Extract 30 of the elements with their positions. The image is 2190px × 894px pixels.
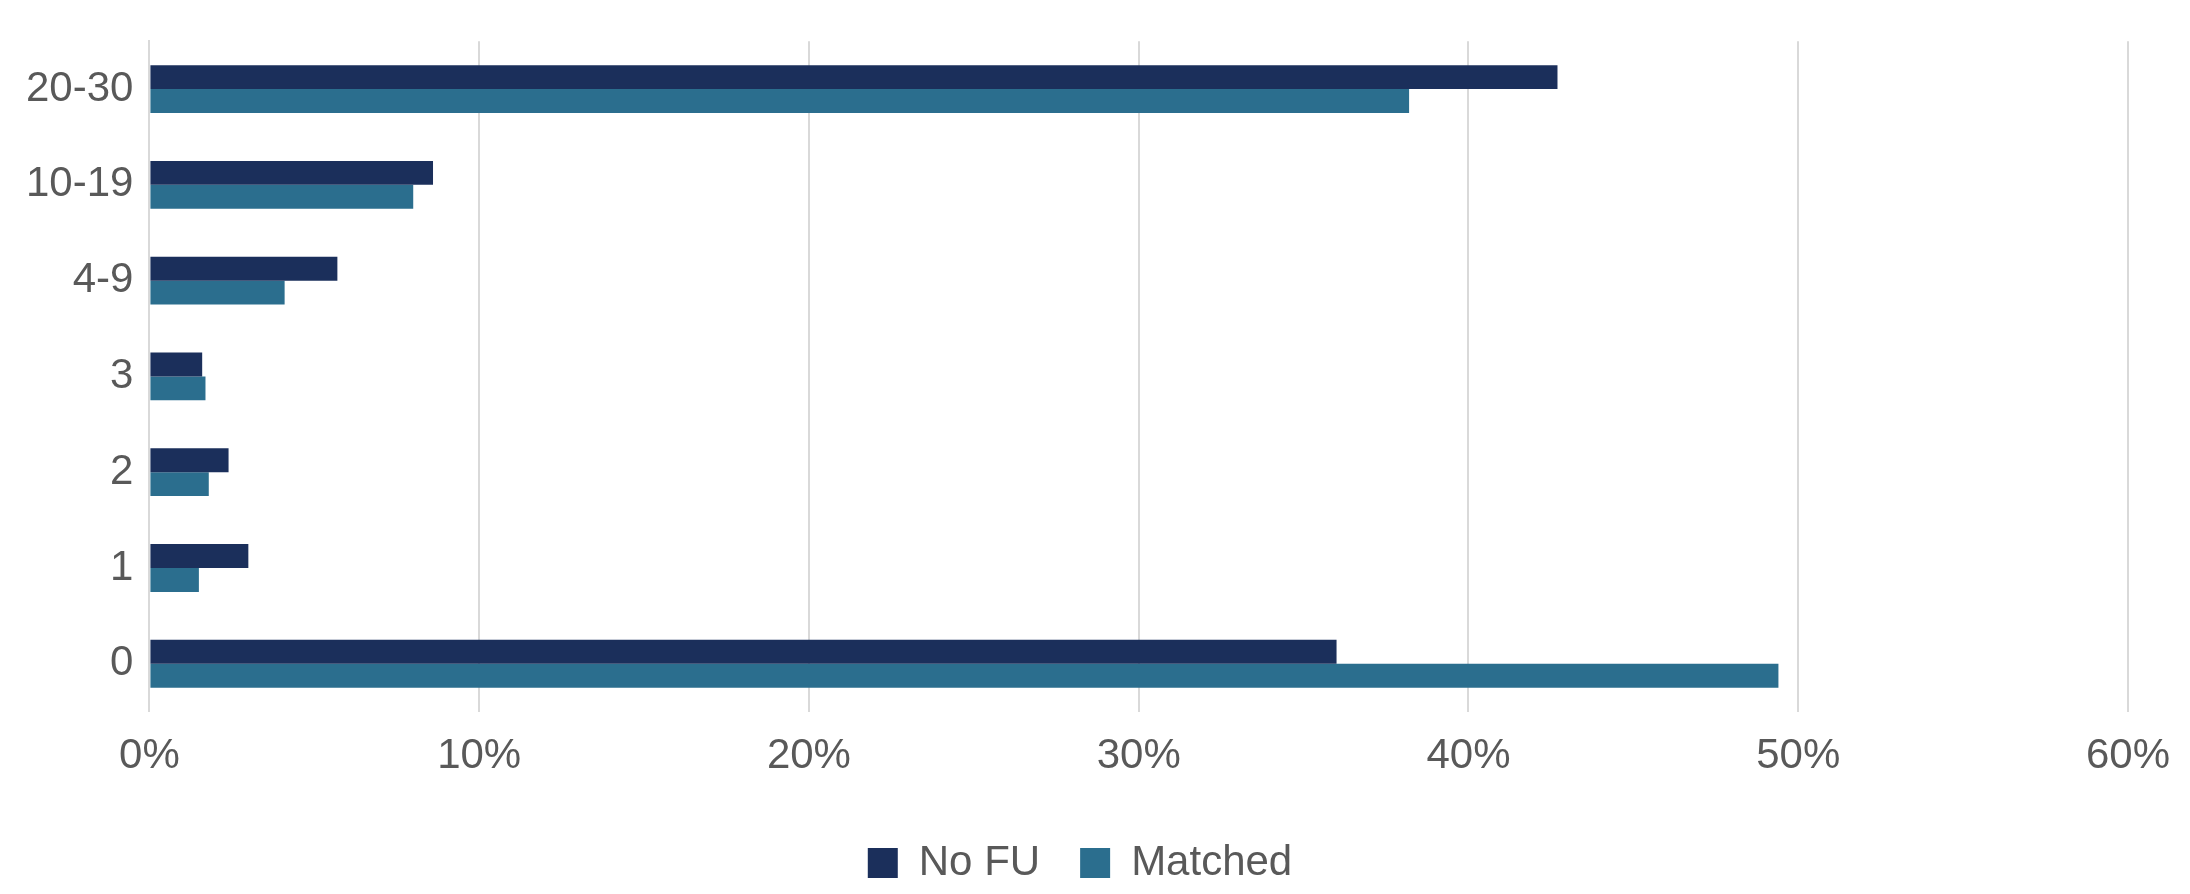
y-tick-label: 1 [110,541,134,589]
bar [150,448,229,473]
bar [150,160,434,185]
y-tick-label: 10-19 [26,158,134,206]
x-tick-label: 30% [1096,730,1181,778]
x-tick-label: 10% [437,730,522,778]
bar [150,280,285,305]
y-tick-label: 3 [110,349,134,397]
legend-label: No FU [918,836,1041,884]
x-tick-label: 60% [2085,730,2170,778]
bar [150,544,249,568]
bar [150,65,1558,90]
bar [150,184,414,209]
bar [150,663,1779,688]
bar [150,639,1337,664]
x-tick-label: 50% [1756,730,1841,778]
bar [150,256,338,281]
bar [150,376,206,401]
bar [150,89,1410,114]
y-tick-label: 20-30 [26,62,134,110]
y-tick-label: 0 [110,637,134,685]
legend-label: Matched [1131,836,1293,884]
x-tick-label: 40% [1426,730,1511,778]
x-tick-label: 0% [119,730,180,778]
bar [150,352,203,377]
bar [150,567,199,592]
bar [150,472,209,497]
y-tick-label: 2 [110,445,134,493]
x-tick-label: 20% [766,730,851,778]
y-tick-label: 4-9 [72,254,134,302]
